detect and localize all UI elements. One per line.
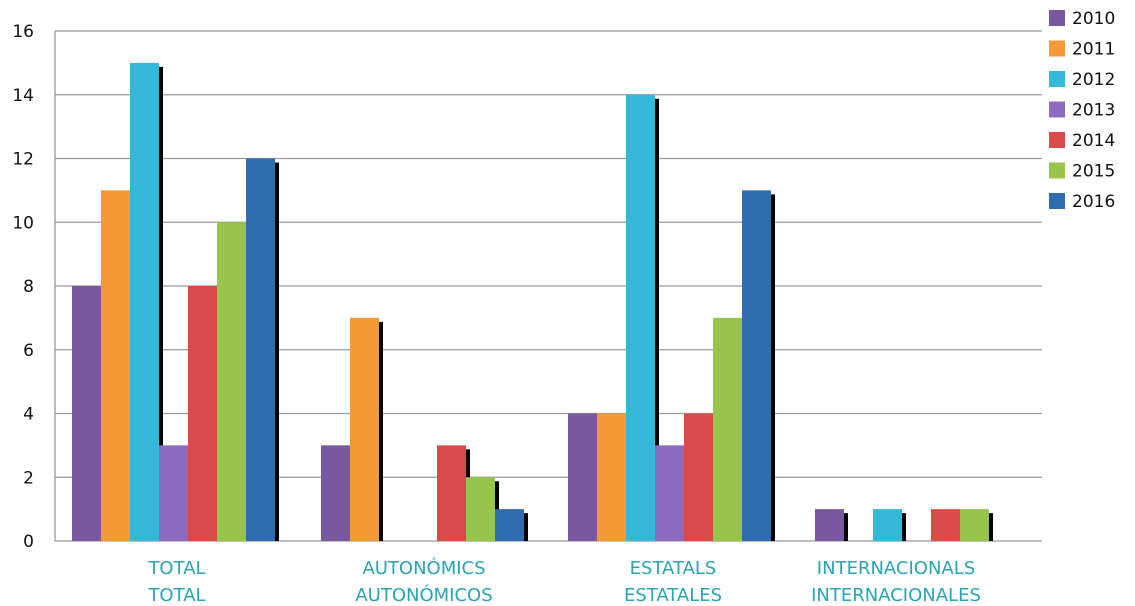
bar — [159, 445, 192, 541]
bar-2013 — [159, 445, 188, 541]
category-label: INTERNACIONALES — [811, 585, 981, 606]
bar-2016 — [495, 509, 524, 541]
bar — [873, 509, 906, 541]
bar-2013 — [655, 445, 684, 541]
bar-2016 — [246, 158, 275, 541]
bar-2010 — [815, 509, 844, 541]
legend-swatch — [1049, 40, 1065, 57]
y-tick-label: 14 — [12, 86, 34, 106]
y-axis-ticks: 0 2 4 6 8 10 12 14 16 — [12, 22, 34, 552]
category-label: INTERNACIONALS — [817, 558, 975, 579]
bar — [217, 222, 250, 541]
legend-label: 2015 — [1072, 162, 1115, 182]
bar-2011 — [101, 190, 130, 541]
legend-label: 2013 — [1072, 101, 1115, 121]
legend-swatch — [1049, 71, 1065, 87]
bar — [350, 317, 383, 541]
category-label: AUTONÓMICOS — [355, 584, 492, 606]
legend-swatch — [1049, 101, 1065, 118]
bar-2010 — [568, 413, 597, 541]
bar-2014 — [188, 286, 217, 541]
x-axis-categories: TOTAL TOTAL AUTONÓMICS AUTONÓMICOS ESTATALS E… — [147, 557, 980, 606]
legend-swatch — [1049, 162, 1065, 179]
bar-2015 — [217, 222, 246, 541]
y-tick-label: 4 — [23, 405, 34, 425]
bar-2012 — [873, 509, 902, 541]
bar-2015 — [466, 477, 495, 541]
bar — [568, 413, 601, 541]
y-tick-label: 0 — [23, 532, 34, 552]
legend-swatch — [1049, 193, 1065, 209]
bar — [321, 445, 354, 541]
bar-2012 — [626, 94, 655, 541]
bar — [437, 445, 470, 541]
bar-2016 — [742, 190, 771, 541]
category-label: TOTAL — [147, 558, 205, 579]
bar-2011 — [350, 317, 379, 541]
bar-2010 — [321, 445, 350, 541]
bar — [684, 413, 717, 541]
legend-label: 2010 — [1072, 9, 1115, 29]
legend: 2010 2011 2012 2013 2014 2015 2016 — [1049, 9, 1115, 212]
y-tick-label: 10 — [12, 213, 34, 233]
bar-2014 — [437, 445, 466, 541]
bar-2015 — [960, 509, 989, 541]
bar — [188, 286, 221, 541]
bar-2014 — [684, 413, 713, 541]
bar-2015 — [713, 317, 742, 541]
bar — [742, 190, 775, 541]
bar-2011 — [597, 413, 626, 541]
category-label: ESTATALS — [630, 558, 717, 579]
bar — [466, 477, 499, 541]
legend-label: 2011 — [1072, 40, 1115, 60]
bar — [246, 158, 279, 541]
category-label: ESTATALES — [624, 585, 722, 606]
y-tick-label: 2 — [23, 468, 34, 488]
legend-label: 2014 — [1072, 131, 1115, 151]
bars — [72, 62, 993, 541]
bar — [960, 509, 993, 541]
y-tick-label: 12 — [12, 150, 34, 170]
category-label: TOTAL — [147, 585, 205, 606]
legend-label: 2016 — [1072, 192, 1115, 212]
legend-swatch — [1049, 10, 1065, 26]
legend-label: 2012 — [1072, 70, 1115, 90]
bar — [495, 509, 528, 541]
bar — [655, 445, 688, 541]
bar — [815, 509, 848, 541]
y-tick-label: 6 — [23, 341, 34, 361]
bar — [931, 509, 964, 541]
bar-2014 — [931, 509, 960, 541]
bar-2010 — [72, 286, 101, 541]
bar — [626, 94, 659, 541]
y-tick-label: 16 — [12, 22, 34, 42]
bar — [713, 317, 746, 541]
bar — [130, 62, 163, 541]
legend-swatch — [1049, 132, 1065, 148]
bar — [101, 190, 134, 541]
category-label: AUTONÓMICS — [362, 557, 485, 579]
bar-2012 — [130, 62, 159, 541]
y-tick-label: 8 — [23, 277, 34, 297]
bar — [597, 413, 630, 541]
bar — [72, 286, 105, 541]
